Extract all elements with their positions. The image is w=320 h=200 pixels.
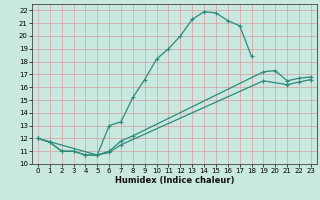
- X-axis label: Humidex (Indice chaleur): Humidex (Indice chaleur): [115, 176, 234, 185]
